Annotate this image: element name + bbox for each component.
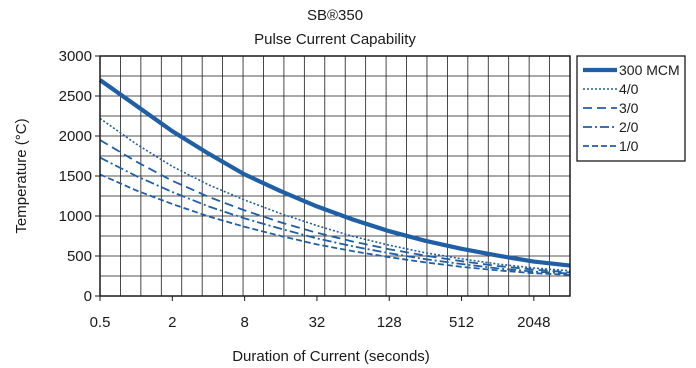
x-tick-label: 512	[449, 314, 474, 331]
y-tick-label: 0	[84, 288, 92, 305]
chart-title: SB®350	[307, 7, 363, 24]
y-axis-label: Temperature (°C)	[13, 118, 30, 233]
x-tick-label: 32	[309, 314, 326, 331]
x-tick-label: 128	[377, 314, 402, 331]
legend-label: 300 MCM	[619, 62, 680, 78]
legend-box	[576, 55, 686, 162]
y-tick-labels: 0 500 1000 1500 2000 2500 3000	[59, 48, 100, 305]
y-tick-label: 1000	[59, 208, 92, 225]
x-tick-label: 8	[240, 314, 248, 331]
legend-label: 1/0	[619, 138, 639, 154]
series-line-1	[99, 117, 571, 272]
x-tick-label: 0.5	[90, 314, 111, 331]
legend-label: 4/0	[619, 81, 639, 97]
grid	[100, 56, 570, 296]
x-tick-label: 2	[168, 314, 176, 331]
y-tick-label: 500	[67, 248, 92, 265]
chart-subtitle: Pulse Current Capability	[254, 31, 416, 48]
legend-label: 2/0	[619, 119, 639, 135]
x-axis-label: Duration of Current (seconds)	[232, 348, 430, 365]
series-line-0	[98, 78, 571, 268]
legend-label: 3/0	[619, 100, 639, 116]
x-tick-label: 2048	[517, 314, 550, 331]
x-tick-labels: 0.5 2 8 32 128 512 2048	[90, 296, 551, 331]
series-line-4	[99, 173, 571, 276]
y-tick-label: 2500	[59, 88, 92, 105]
series-line-2	[99, 139, 571, 274]
y-tick-label: 1500	[59, 168, 92, 185]
series-line-3	[99, 156, 571, 275]
y-tick-label: 2000	[59, 128, 92, 145]
series-group	[98, 78, 571, 276]
legend: 300 MCM 4/0 3/0 2/0 1/0	[576, 55, 686, 162]
y-tick-label: 3000	[59, 48, 92, 65]
